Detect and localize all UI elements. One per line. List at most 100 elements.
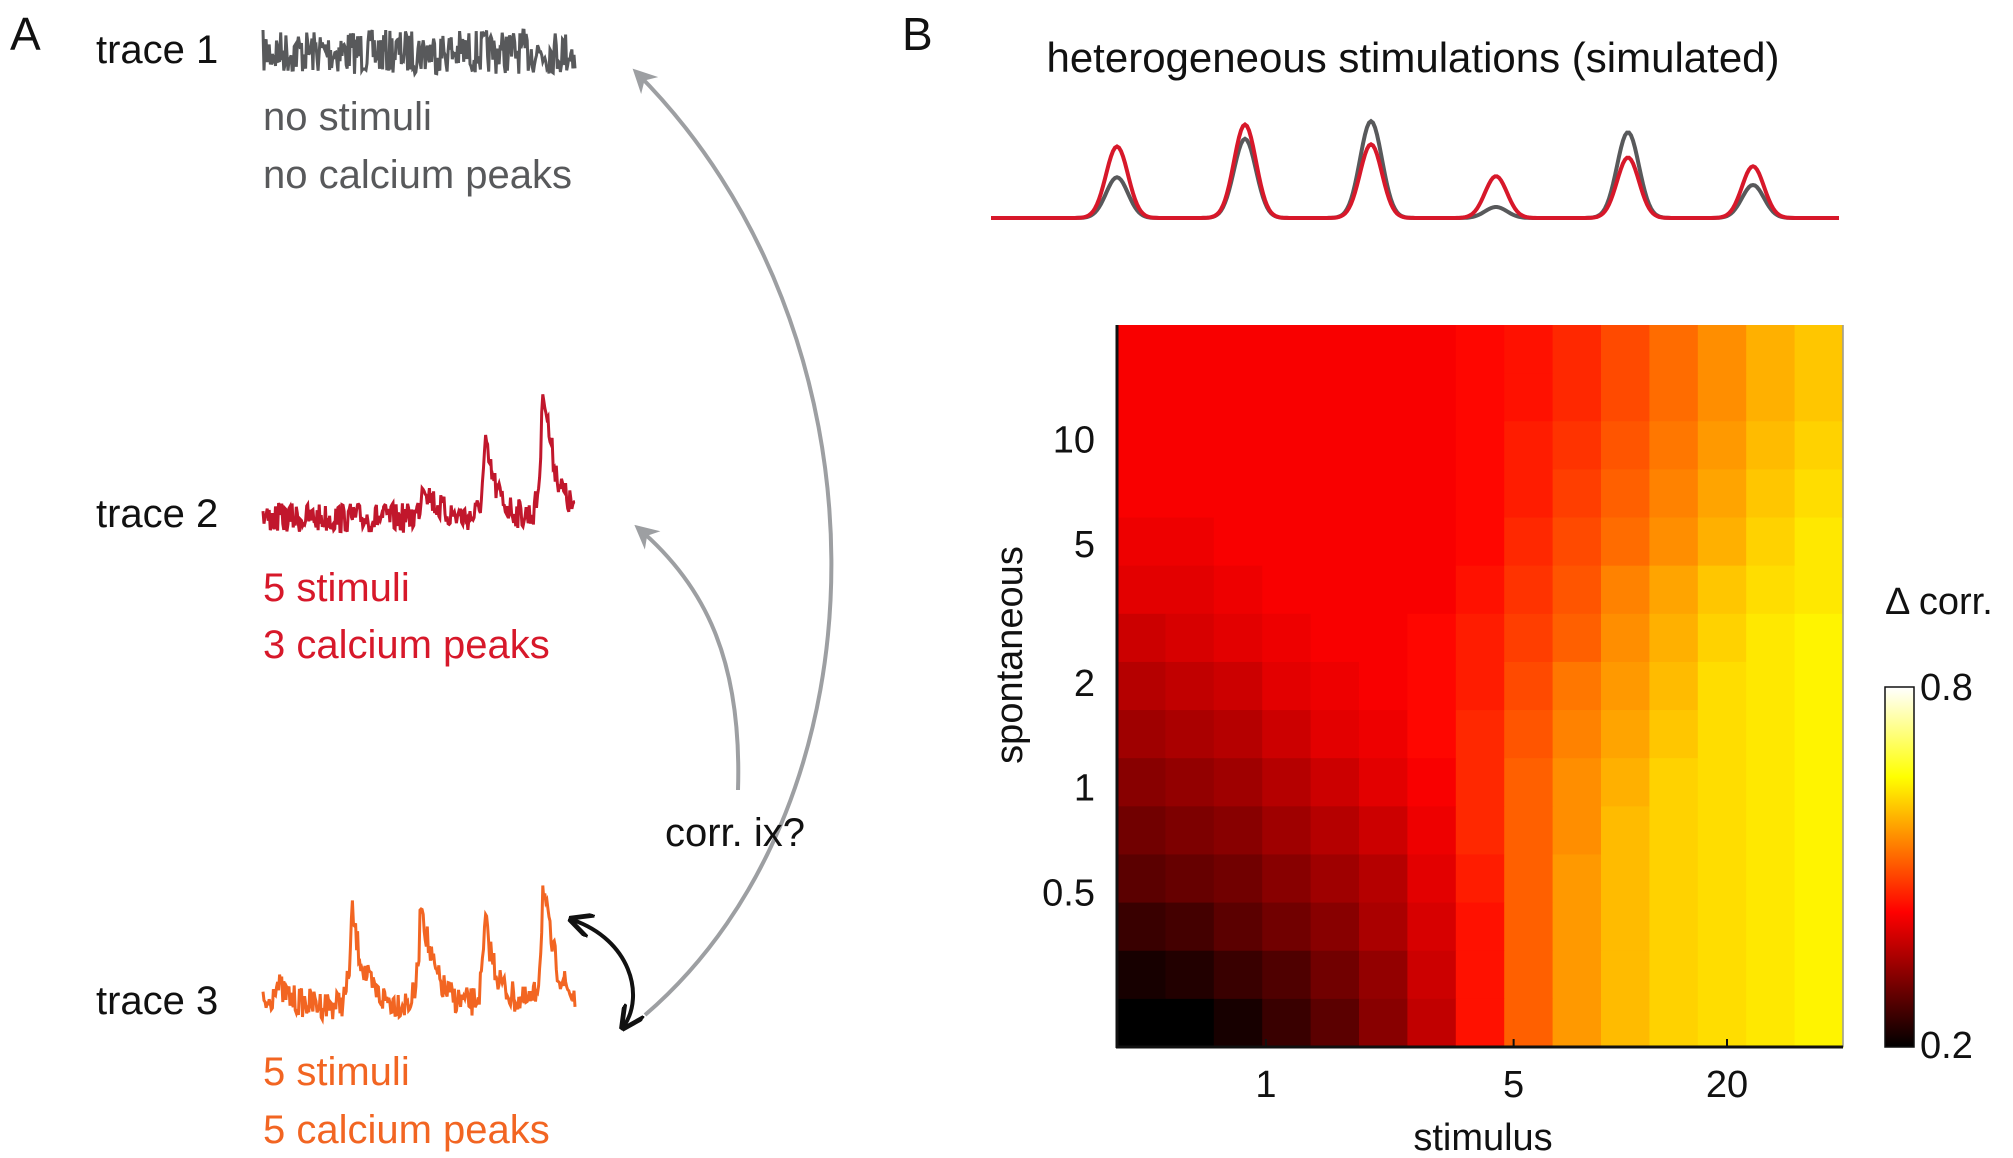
heatmap-cell — [1504, 565, 1554, 615]
heatmap-cell — [1213, 902, 1263, 952]
x-tick-label: 1 — [1255, 1064, 1276, 1106]
heatmap-cell — [1601, 758, 1650, 807]
heatmap-cell — [1601, 517, 1650, 567]
heatmap-cell — [1213, 710, 1263, 759]
heatmap-cell — [1310, 421, 1360, 470]
heatmap-cell — [1455, 806, 1505, 856]
heatmap-cell — [1310, 950, 1360, 1000]
heatmap-cell — [1504, 854, 1554, 904]
heatmap-cell — [1407, 613, 1457, 663]
heatmap-cell — [1504, 661, 1554, 711]
heatmap-cell — [1165, 998, 1215, 1048]
heatmap-cell — [1794, 421, 1844, 470]
heatmap-cell — [1601, 373, 1650, 422]
heatmap-cell — [1407, 806, 1457, 856]
trace-2-label: trace 2 — [96, 492, 218, 536]
heatmap-cell — [1697, 902, 1747, 952]
heatmap-cell — [1262, 950, 1312, 1000]
heatmap-cell — [1407, 854, 1457, 904]
heatmap-cell — [1746, 758, 1796, 807]
y-ticks: 10 5 2 1 0.5 — [1042, 419, 1095, 914]
heatmap-cell — [1649, 565, 1699, 615]
heatmap-cell — [1746, 325, 1796, 374]
trace-2-stimuli: 5 stimuli — [263, 566, 410, 610]
heatmap-cell — [1359, 373, 1408, 422]
heatmap-cell — [1601, 661, 1650, 711]
heatmap-cell — [1310, 902, 1360, 952]
trace-1-label: trace 1 — [96, 28, 218, 72]
heatmap-cell — [1794, 373, 1844, 422]
heatmap-cell — [1601, 998, 1650, 1048]
heatmap-cell — [1601, 710, 1650, 759]
heatmap-cell — [1117, 998, 1166, 1048]
heatmap-cell — [1794, 902, 1844, 952]
heatmap-cell — [1697, 998, 1747, 1048]
heatmap-cell — [1601, 469, 1650, 519]
x-ticks: 1 5 20 — [1255, 1039, 1748, 1106]
heatmap-cell — [1455, 758, 1505, 807]
heatmap-cell — [1552, 421, 1602, 470]
heatmap-cell — [1455, 469, 1505, 519]
heatmap-cell — [1262, 758, 1312, 807]
heatmap-cell — [1649, 950, 1699, 1000]
trace-3-peaks: 5 calcium peaks — [263, 1108, 550, 1152]
heatmap-cell — [1262, 902, 1312, 952]
heatmap-cell — [1601, 902, 1650, 952]
heatmap-cell — [1213, 469, 1263, 519]
heatmap-cell — [1455, 565, 1505, 615]
heatmap-cell — [1601, 806, 1650, 856]
heatmap-cell — [1697, 325, 1747, 374]
heatmap-cell — [1794, 950, 1844, 1000]
heatmap-cell — [1310, 373, 1360, 422]
heatmap-cell — [1262, 806, 1312, 856]
heatmap-cell — [1649, 517, 1699, 567]
heatmap-cell — [1359, 517, 1408, 567]
heatmap-cell — [1794, 325, 1844, 374]
heatmap-cell — [1165, 950, 1215, 1000]
heatmap-cell — [1504, 902, 1554, 952]
heatmap-cell — [1165, 806, 1215, 856]
heatmap-cell — [1213, 854, 1263, 904]
simulated-stimulation-red — [991, 122, 1839, 220]
heatmap-cell — [1359, 902, 1408, 952]
corr-question-label: corr. ix? — [665, 811, 805, 855]
heatmap-cell — [1165, 565, 1215, 615]
simulated-stimulation-gray — [991, 118, 1839, 220]
heatmap-cell — [1552, 661, 1602, 711]
heatmap-cell — [1552, 613, 1602, 663]
heatmap-cell — [1746, 373, 1796, 422]
heatmap-cell — [1117, 902, 1166, 952]
x-tick-label: 20 — [1706, 1064, 1748, 1106]
heatmap-cell — [1455, 517, 1505, 567]
heatmap-cell — [1407, 902, 1457, 952]
heatmap-cell — [1794, 613, 1844, 663]
heatmap-cell — [1697, 421, 1747, 470]
heatmap-cell — [1455, 421, 1505, 470]
y-tick-label: 1 — [1074, 768, 1095, 810]
y-tick-label: 2 — [1074, 663, 1095, 705]
x-axis-label: stimulus — [1413, 1117, 1552, 1158]
heatmap-cell — [1359, 854, 1408, 904]
heatmap-cell — [1213, 998, 1263, 1048]
heatmap-cell — [1794, 469, 1844, 519]
trace-3-stimuli: 5 stimuli — [263, 1050, 410, 1094]
heatmap-cell — [1794, 998, 1844, 1048]
heatmap-cell — [1213, 758, 1263, 807]
heatmap-cell — [1359, 661, 1408, 711]
colorbar-max-label: 0.8 — [1920, 667, 1973, 709]
heatmap-cell — [1601, 325, 1650, 374]
heatmap-cell — [1310, 806, 1360, 856]
heatmap-cell — [1455, 661, 1505, 711]
heatmap-cell — [1455, 613, 1505, 663]
heatmap-cell — [1746, 998, 1796, 1048]
heatmap-cell — [1117, 325, 1166, 374]
heatmap-cell — [1359, 950, 1408, 1000]
heatmap-cell — [1310, 661, 1360, 711]
heatmap — [1117, 325, 1844, 1048]
y-tick-label: 0.5 — [1042, 872, 1095, 914]
heatmap-cell — [1117, 469, 1166, 519]
heatmap-cell — [1504, 998, 1554, 1048]
heatmap-cell — [1407, 661, 1457, 711]
heatmap-cell — [1697, 758, 1747, 807]
heatmap-cell — [1407, 325, 1457, 374]
